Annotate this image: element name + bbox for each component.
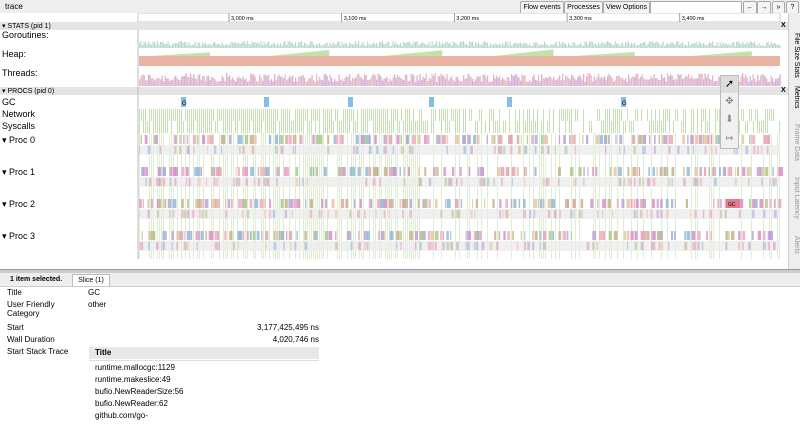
stack-table	[89, 360, 319, 424]
gc-label: G	[182, 101, 187, 107]
detail-label: Wall Duration	[7, 335, 55, 344]
track-label[interactable]: ▾ Proc 2	[2, 199, 36, 209]
detail-value: 3,177,425,495 ns	[257, 323, 319, 332]
side-tab[interactable]: Metrics	[793, 86, 800, 109]
track-label[interactable]: ▾ Proc 1	[2, 167, 36, 177]
stack-frame: runtime.mallocgc:1129	[95, 363, 175, 372]
track-label: GC	[2, 97, 16, 107]
side-tab[interactable]: Input Latency	[793, 177, 800, 220]
stack-frame: github.com/go-	[95, 411, 148, 420]
timing-tool[interactable]: ↦	[725, 133, 734, 143]
stack-header: Title	[89, 347, 319, 359]
page-title: trace	[5, 2, 23, 11]
track-label: Heap:	[2, 49, 27, 59]
ruler-label: 3,200 ms	[456, 16, 479, 22]
gc-label: G	[622, 101, 627, 107]
select-tool[interactable]: ➚	[721, 76, 738, 93]
track-label[interactable]: ▾ Proc 3	[2, 231, 36, 241]
section-header[interactable]: ▾ PROCS (pid 0)	[2, 88, 55, 95]
detail-label: User Friendly Category	[7, 300, 55, 318]
zoom-tool[interactable]: ⬇	[725, 114, 734, 125]
detail-value: 4,020,746 ns	[272, 335, 319, 344]
ruler-label: 3,000 ms	[231, 16, 254, 22]
section-header[interactable]: ▾ STATS (pid 1)	[2, 23, 51, 30]
stack-frame: bufio.NewReaderSize:56	[95, 387, 184, 396]
stack-frame: runtime.makeslice:49	[95, 375, 171, 384]
track-label: Threads:	[2, 68, 38, 78]
close-button[interactable]: X	[781, 22, 786, 29]
timeline: G G GC 3,000 ms 3,100 ms 3,200 ms 3,300 ms 3,4…	[0, 13, 788, 269]
ruler-label: 3,100 ms	[344, 16, 367, 22]
detail-label: Title	[7, 288, 22, 297]
side-tab[interactable]: Alerts	[793, 235, 800, 254]
track-label[interactable]: ▾ Proc 0	[2, 135, 36, 145]
close-button[interactable]: X	[781, 87, 786, 94]
side-panel	[788, 13, 800, 269]
tool-palette: ➚ ✥ ⬇ ↦	[720, 75, 739, 149]
selection-bar	[0, 273, 800, 287]
proc-name: Proc 0	[9, 135, 36, 145]
section-title: PROCS (pid 0)	[7, 88, 55, 95]
section-title: STATS (pid 1)	[7, 23, 51, 30]
track-label: Goroutines:	[2, 30, 49, 40]
splitter[interactable]	[0, 269, 800, 274]
tab[interactable]: Slice (1)	[72, 274, 110, 286]
ruler-label: 3,400 ms	[682, 16, 705, 22]
track-label: Network	[2, 109, 36, 119]
detail-label: Start Stack Trace	[7, 347, 69, 356]
proc-name: Proc 2	[9, 199, 36, 209]
detail-label: Start	[7, 323, 24, 332]
detail-value: GC	[88, 288, 100, 297]
proc-name: Proc 3	[9, 231, 36, 241]
slice-label: GC	[728, 202, 736, 208]
track-label: Syscalls	[2, 121, 36, 131]
side-tab[interactable]: File Size Stats	[793, 32, 800, 78]
ruler-label: 3,300 ms	[569, 16, 592, 22]
side-tab[interactable]: Frame Data	[793, 123, 800, 161]
stack-frame: bufio.NewReader:62	[95, 399, 168, 408]
proc-name: Proc 1	[9, 167, 36, 177]
pan-tool[interactable]: ✥	[725, 96, 734, 107]
detail-value: other	[88, 300, 107, 309]
nav-button[interactable]: →	[757, 1, 771, 14]
selection-summary: 1 item selected.	[10, 276, 63, 283]
